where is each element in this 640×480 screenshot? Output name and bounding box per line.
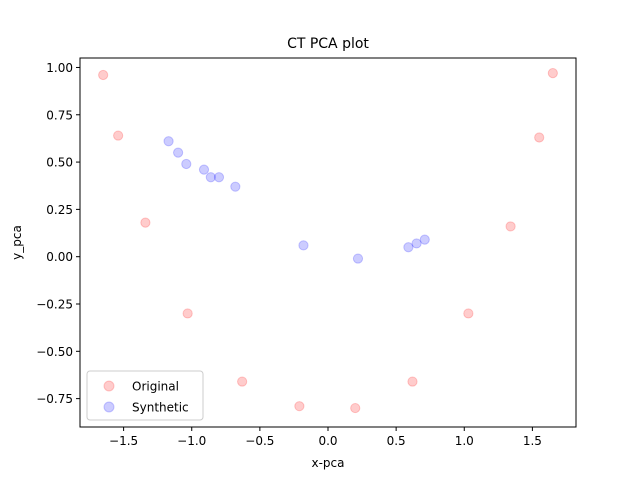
point-original	[113, 130, 124, 141]
legend-marker-synthetic	[103, 401, 115, 413]
point-synthetic	[230, 181, 241, 192]
point-original	[140, 217, 151, 228]
point-synthetic	[213, 172, 225, 183]
y-tick-label: −0.50	[36, 345, 73, 359]
point-original	[350, 402, 361, 414]
point-synthetic	[205, 172, 216, 183]
point-synthetic	[173, 147, 184, 158]
point-original	[505, 221, 516, 232]
legend-marker-original	[103, 380, 115, 392]
x-tick-label: −0.5	[245, 434, 274, 448]
y-tick-label: 1.00	[46, 61, 73, 75]
x-axis-label: x-pca	[312, 456, 345, 470]
point-original	[534, 132, 545, 143]
legend: Original Synthetic	[86, 370, 204, 421]
x-tick-label: −1.5	[109, 434, 138, 448]
y-axis-label: y_pca	[10, 225, 24, 260]
y-tick-label: 0.75	[46, 108, 73, 122]
point-synthetic	[198, 164, 210, 175]
y-tick-label: 0.00	[46, 250, 73, 264]
point-original	[463, 308, 474, 319]
y-tick-label: 0.50	[46, 156, 73, 170]
x-tick-label: 1.0	[455, 434, 474, 448]
y-tick-label: −0.25	[36, 298, 73, 312]
point-original	[547, 68, 558, 79]
point-synthetic	[419, 234, 430, 245]
point-synthetic	[298, 240, 309, 251]
point-original	[294, 401, 305, 412]
y-tick-label: −0.75	[36, 392, 73, 406]
point-synthetic	[411, 238, 422, 249]
y-axis-ticks: −0.75 −0.50 −0.25 0.00 0.25 0.50 0.75 1.00	[36, 61, 80, 406]
legend-label-synthetic: Synthetic	[132, 401, 189, 415]
point-original	[237, 376, 248, 387]
point-original	[98, 69, 109, 81]
y-tick-label: 0.25	[46, 203, 73, 217]
x-axis-ticks: −1.5 −1.0 −0.5 0.0 0.5 1.0 1.5	[109, 427, 542, 448]
point-original	[182, 308, 193, 319]
x-tick-label: 0.5	[387, 434, 406, 448]
x-tick-label: 1.5	[523, 434, 542, 448]
x-tick-label: −1.0	[177, 434, 206, 448]
point-synthetic	[403, 242, 414, 253]
point-synthetic	[352, 253, 364, 264]
x-tick-label: 0.0	[318, 434, 337, 448]
point-original	[407, 376, 418, 387]
point-synthetic	[163, 136, 174, 147]
data-points	[98, 68, 558, 414]
chart-title: CT PCA plot	[287, 36, 369, 52]
point-synthetic	[181, 158, 192, 170]
legend-box	[86, 370, 204, 421]
legend-label-original: Original	[132, 380, 179, 394]
